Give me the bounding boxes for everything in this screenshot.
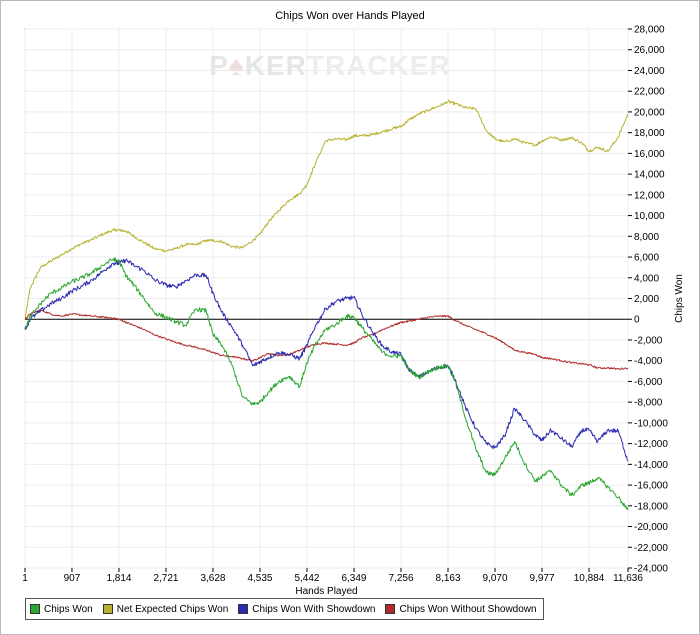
- y-tick-label: 24,000: [634, 66, 665, 77]
- legend-item: Chips Won: [30, 604, 93, 615]
- y-tick-label: -10,000: [634, 418, 668, 429]
- x-tick-label: 907: [64, 573, 81, 584]
- x-tick-label: 7,256: [388, 573, 413, 584]
- legend-item: Chips Won Without Showdown: [385, 603, 537, 615]
- legend-label: Chips Won Without Showdown: [399, 603, 537, 615]
- legend-item: Net Expected Chips Won: [102, 603, 229, 615]
- series-line-net-expected-chips-won: [24, 99, 629, 320]
- y-tick-label: 6,000: [634, 253, 659, 264]
- x-tick-label: 1: [22, 573, 28, 584]
- y-tick-label: -18,000: [634, 501, 668, 512]
- y-tick-label: -8,000: [634, 398, 663, 409]
- y-tick-label: -12,000: [634, 439, 668, 450]
- x-axis-title: Hands Played: [295, 586, 357, 597]
- y-tick-label: -14,000: [634, 460, 668, 471]
- watermark-logo: P♠KERTRACKER: [209, 50, 451, 81]
- y-tick-label: 10,000: [634, 211, 665, 222]
- legend-label: Net Expected Chips Won: [116, 603, 229, 615]
- x-tick-label: 3,628: [200, 573, 225, 584]
- y-tick-label: 4,000: [634, 273, 659, 284]
- y-tick-label: -22,000: [634, 543, 668, 554]
- y-tick-label: 14,000: [634, 170, 665, 181]
- x-tick-label: 5,442: [294, 573, 319, 584]
- chart-title: Chips Won over Hands Played: [275, 10, 425, 22]
- series-line-chips-won: [24, 257, 629, 511]
- series-layer: [24, 99, 629, 511]
- x-tick-label: 10,884: [574, 573, 605, 584]
- y-tick-label: 20,000: [634, 107, 665, 118]
- x-axis: 1 907 1,814 2,721 3,628 4,535 5,442 6,349 7,256 8…: [22, 568, 643, 584]
- legend-swatch: [238, 604, 249, 614]
- x-tick-label: 2,721: [153, 573, 178, 584]
- y-tick-label: 12,000: [634, 190, 665, 201]
- legend-swatch: [30, 604, 40, 614]
- x-tick-label: 6,349: [341, 573, 366, 584]
- legend-label: Chips Won With Showdown: [252, 603, 376, 615]
- x-tick-label: 8,163: [435, 573, 460, 584]
- y-tick-label: 26,000: [634, 45, 665, 56]
- y-tick-label: -4,000: [634, 356, 663, 367]
- y-tick-label: 0: [634, 315, 640, 326]
- legend-swatch: [385, 604, 396, 614]
- y-tick-label: -24,000: [634, 564, 668, 575]
- legend-label: Chips Won: [44, 603, 93, 615]
- x-tick-label: 9,070: [482, 573, 507, 584]
- legend-swatch: [102, 604, 113, 614]
- x-tick-label: 1,814: [106, 573, 131, 584]
- y-axis: 28,000 26,000 24,000 22,000 20,000 18,000 16,0…: [628, 25, 668, 575]
- y-tick-label: -2,000: [634, 335, 663, 346]
- y-tick-label: 22,000: [634, 87, 665, 98]
- y-tick-label: 18,000: [634, 128, 665, 139]
- series-line-chips-won-with-showdown: [24, 258, 629, 462]
- x-tick-label: 9,977: [530, 573, 555, 584]
- y-tick-label: 2,000: [634, 294, 659, 305]
- y-tick-label: -20,000: [634, 522, 668, 533]
- legend-item: Chips Won With Showdown: [238, 604, 375, 615]
- y-axis-title: Chips Won: [674, 274, 685, 323]
- y-tick-label: 16,000: [634, 149, 665, 160]
- x-tick-label: 4,535: [247, 573, 272, 584]
- y-tick-label: 28,000: [634, 25, 665, 36]
- y-tick-label: -6,000: [634, 377, 663, 388]
- x-tick-label: 11,636: [613, 573, 643, 584]
- chart-legend: Chips Won Net Expected Chips Won Chips Won…: [25, 598, 544, 620]
- series-line-chips-won-without-showdown: [24, 309, 629, 370]
- y-tick-label: 8,000: [634, 232, 659, 243]
- y-tick-label: -16,000: [634, 481, 668, 492]
